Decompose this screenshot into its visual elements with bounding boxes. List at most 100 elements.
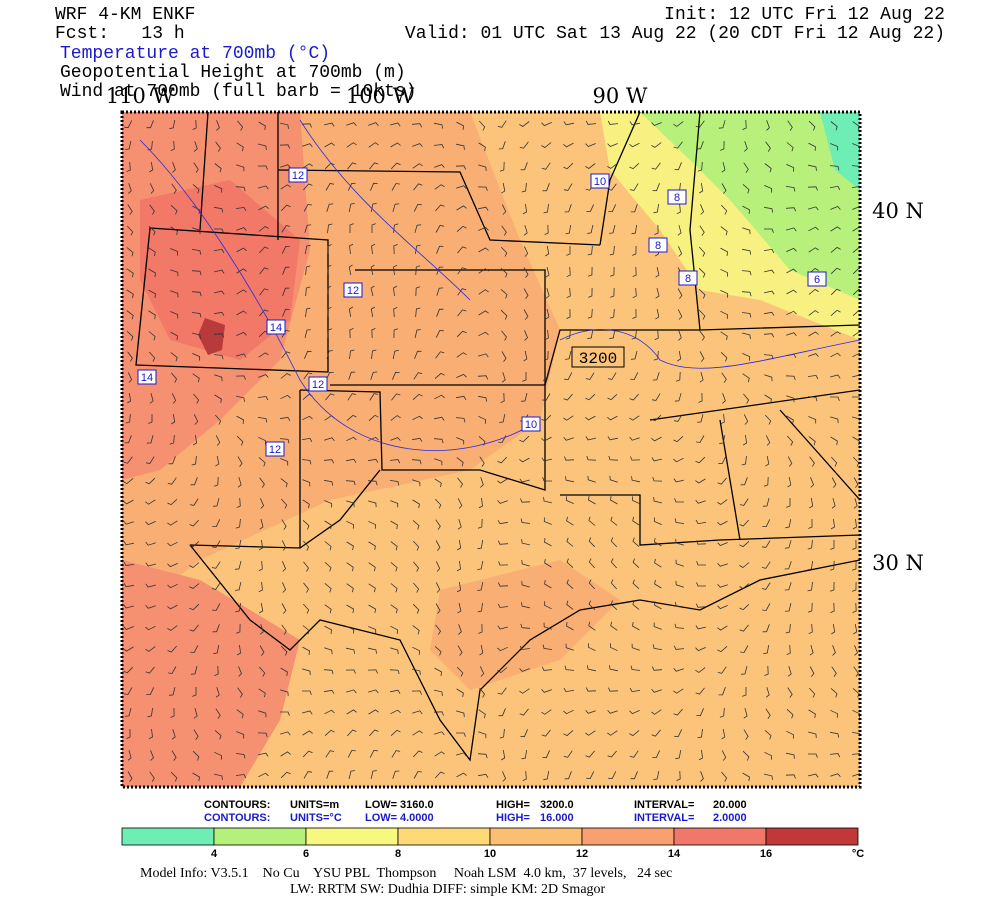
wind-barb [563, 393, 573, 401]
wind-barb [346, 604, 354, 614]
wind-barb [391, 393, 401, 401]
wind-barb [764, 665, 769, 676]
wind-barb [280, 771, 291, 779]
wind-barb [721, 372, 727, 383]
wind-barb [172, 162, 176, 173]
wind-barb [303, 540, 310, 551]
height-contours [139, 119, 860, 451]
wind-barb [851, 560, 857, 571]
wind-barb [216, 120, 220, 131]
colorbar-label: 4 [211, 848, 218, 860]
wind-barb [631, 643, 640, 651]
wind-barb [698, 267, 706, 278]
wind-barb [808, 289, 819, 295]
wind-barb [741, 270, 752, 276]
wind-barb [545, 287, 550, 299]
wind-barb [390, 709, 401, 715]
wind-barb [346, 520, 355, 529]
wind-barb [587, 475, 596, 483]
wind-barb [325, 393, 335, 401]
colorbar-label: 16 [760, 848, 772, 860]
wind-barb [259, 288, 269, 296]
wind-barb [346, 626, 355, 634]
wind-barb [787, 666, 792, 677]
wind-barb [742, 332, 751, 339]
wind-barb [785, 774, 796, 779]
wind-barb [764, 185, 773, 193]
wind-barb [349, 243, 354, 255]
wind-barb [742, 119, 747, 130]
wind-barb [585, 730, 596, 736]
wind-barb [236, 435, 244, 446]
wind-barb [830, 226, 841, 232]
wind-barb [215, 141, 221, 152]
wind-barb [281, 519, 287, 530]
wind-barb [192, 332, 201, 339]
wind-barb [213, 354, 224, 360]
wind-barb [542, 644, 553, 650]
wind-barb [279, 144, 291, 149]
wind-barb [301, 123, 312, 128]
wind-barb [720, 413, 725, 425]
wind-barb [193, 141, 198, 152]
wind-barb [563, 709, 574, 715]
wind-barb [853, 624, 858, 635]
wind-barb [566, 287, 571, 299]
wind-barb [588, 621, 596, 631]
wind-barb [127, 351, 133, 362]
wind-barb [150, 750, 154, 761]
wind-barb [739, 624, 749, 632]
wind-barb [346, 436, 357, 442]
wind-barb [171, 372, 178, 383]
wind-barb [345, 480, 356, 486]
contour-label: 8 [655, 240, 661, 252]
wind-barb [457, 603, 462, 614]
wind-barb [302, 625, 310, 635]
wind-barb [371, 349, 377, 360]
wind-barb [830, 121, 838, 131]
wind-barb [830, 436, 838, 446]
wind-barb [587, 225, 594, 234]
wind-barb [368, 541, 376, 551]
wind-barb [807, 560, 813, 571]
wind-barb [500, 750, 506, 761]
wind-barb [413, 582, 420, 593]
wind-barb [520, 162, 528, 171]
wind-barb [566, 266, 571, 278]
wind-barb [830, 206, 841, 210]
contour-info: INTERVAL= [634, 799, 694, 811]
wind-barb [257, 185, 269, 190]
wind-barb [632, 600, 640, 610]
wind-barb [455, 752, 467, 757]
wind-barb [695, 519, 707, 525]
wind-barb [541, 709, 552, 715]
wind-barb [170, 248, 179, 256]
wind-barb [765, 141, 771, 152]
wind-barb [830, 267, 841, 275]
wind-barb [697, 161, 703, 172]
wind-barb [346, 562, 354, 572]
wind-barb [370, 770, 377, 779]
wind-barb [258, 352, 269, 358]
wind-barb [214, 311, 225, 316]
wind-barb [607, 120, 619, 125]
wind-barb [235, 186, 246, 192]
wind-barb [717, 625, 728, 631]
wind-barb [719, 707, 725, 718]
wind-barb [629, 710, 640, 715]
contour-label-box [648, 237, 668, 253]
wind-barb [348, 770, 355, 779]
wind-barb [411, 123, 423, 128]
wind-barb [280, 478, 288, 488]
wind-barb [434, 646, 442, 656]
wind-barb [480, 477, 484, 488]
wind-barb [282, 582, 287, 593]
wind-barb [324, 647, 333, 655]
wind-barb [167, 625, 178, 631]
wind-barb [258, 581, 263, 593]
wind-barb [392, 770, 400, 779]
wind-barb [563, 121, 574, 126]
wind-barb [390, 162, 401, 170]
wind-barb [349, 223, 354, 233]
contour-label: 8 [674, 192, 680, 204]
